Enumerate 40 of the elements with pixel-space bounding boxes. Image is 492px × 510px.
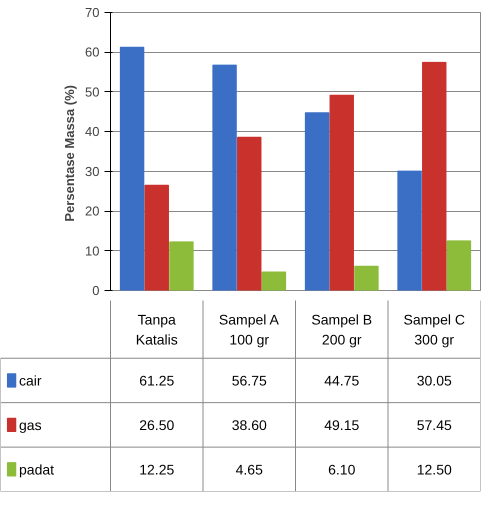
y-tick-label: 40 <box>85 124 100 140</box>
x-tick-label: Tanpa Katalis <box>136 311 178 348</box>
bar <box>354 266 379 290</box>
legend-label: gas <box>19 416 42 433</box>
y-tick-label: 70 <box>85 5 100 20</box>
data-label: 61.25 <box>139 372 174 388</box>
legend-label: cair <box>19 372 42 388</box>
bar <box>144 184 169 290</box>
data-label: 56.75 <box>232 372 267 388</box>
bar <box>330 94 354 290</box>
y-tick-label: 60 <box>85 44 100 60</box>
bar <box>169 241 194 290</box>
legend-label: padat <box>19 461 54 478</box>
data-label: 12.50 <box>416 461 452 478</box>
data-label: 44.75 <box>324 372 360 388</box>
x-tick-label: Sampel B 200 gr <box>311 311 372 348</box>
bar <box>237 136 262 290</box>
bar <box>212 64 237 290</box>
bar <box>304 112 330 290</box>
y-tick-label: 10 <box>85 243 100 258</box>
bar <box>422 62 446 290</box>
bar <box>397 170 422 290</box>
y-tick-label: 0 <box>92 283 100 298</box>
y-tick-label: 20 <box>85 204 100 219</box>
y-tick-label: 50 <box>85 84 100 100</box>
x-tick-label: Sampel C 300 gr <box>404 311 465 348</box>
bar <box>262 272 286 290</box>
data-label: 12.25 <box>139 461 174 478</box>
bar <box>446 240 472 290</box>
data-label: 4.65 <box>236 461 264 478</box>
y-tick-label: 30 <box>85 164 100 179</box>
data-label: 38.60 <box>232 416 267 433</box>
bar <box>120 46 144 290</box>
data-label: 49.15 <box>324 416 360 433</box>
x-tick-label: Sampel A 100 gr <box>218 311 280 348</box>
y-axis-title: Persentase Massa (%) <box>62 85 78 222</box>
data-label: 6.10 <box>328 461 356 478</box>
data-label: 57.45 <box>416 416 452 433</box>
data-label: 26.50 <box>139 416 174 433</box>
data-label: 30.05 <box>416 372 452 388</box>
